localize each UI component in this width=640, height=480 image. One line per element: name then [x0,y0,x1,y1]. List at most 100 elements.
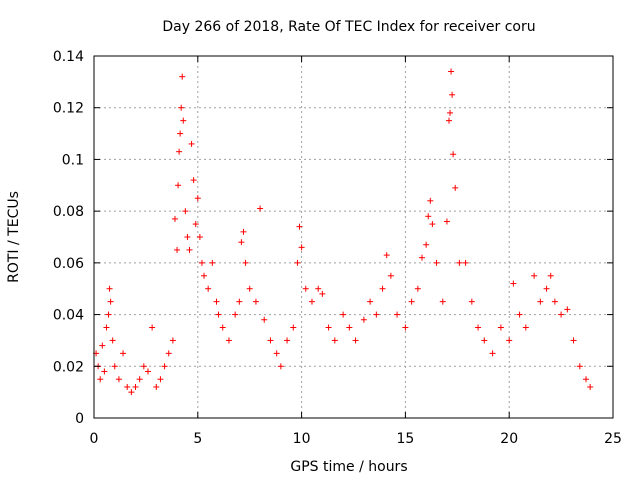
data-point [144,368,151,375]
data-point [383,252,390,259]
y-tick-label: 0 [75,411,84,427]
y-tick-label: 0.14 [53,49,84,65]
x-tick-label: 0 [90,431,99,447]
data-point [452,184,459,191]
data-point [352,337,359,344]
data-point [178,104,185,111]
data-point [171,215,178,222]
data-point [177,130,184,137]
data-point [103,324,110,331]
data-point [169,337,176,344]
y-tick-label: 0.12 [53,101,84,117]
y-tick-label: 0.1 [62,152,84,168]
y-tick-label: 0.06 [53,256,84,272]
data-point [373,311,380,318]
data-point [522,324,529,331]
grid-lines [94,56,613,418]
y-tick-label: 0.04 [53,308,84,324]
data-point [516,311,523,318]
data-point [319,290,326,297]
data-point [497,324,504,331]
data-point [506,337,513,344]
data-point [99,342,106,349]
data-point [423,241,430,248]
data-point [449,91,456,98]
x-axis-label: GPS time / hours [290,459,407,475]
data-point [448,68,455,75]
data-point [124,383,131,390]
data-point [456,259,463,266]
data-point [450,151,457,158]
data-point [180,117,187,124]
y-tick-label: 0.08 [53,204,84,220]
x-tick-label: 20 [500,431,518,447]
data-point [182,208,189,215]
data-point [115,376,122,383]
data-point [284,337,291,344]
data-point [153,383,160,390]
data-point [447,109,454,116]
data-point [261,316,268,323]
data-point [537,298,544,305]
data-point [101,368,108,375]
data-point [402,324,409,331]
data-point [360,316,367,323]
data-point [439,298,446,305]
data-point [165,350,172,357]
data-point [445,117,452,124]
data-point [238,239,245,246]
data-point [302,285,309,292]
x-tick-label: 10 [293,431,311,447]
data-point [209,259,216,266]
data-point [531,272,538,279]
data-point [551,298,558,305]
data-point [290,324,297,331]
data-point [543,285,550,292]
data-point [419,254,426,261]
data-point [298,244,305,251]
data-point [308,298,315,305]
data-point [174,246,181,253]
data-point [111,363,118,370]
data-point [246,285,253,292]
data-point [425,213,432,220]
data-point [564,306,571,313]
data-point [267,337,274,344]
data-point [379,285,386,292]
data-point [252,298,259,305]
x-tick-label: 25 [604,431,622,447]
data-point [257,205,264,212]
data-point [120,350,127,357]
data-point [468,298,475,305]
data-point [294,259,301,266]
x-axis-ticks: 0 5 10 15 20 25 [90,56,622,447]
data-point [136,376,143,383]
data-point [186,246,193,253]
data-point [408,298,415,305]
data-point [107,298,114,305]
data-point [132,383,139,390]
chart-title: Day 266 of 2018, Rate Of TEC Index for r… [162,19,535,35]
data-point [510,280,517,287]
data-point [225,337,232,344]
data-point [414,285,421,292]
data-point [215,311,222,318]
data-point [205,285,212,292]
data-point [394,311,401,318]
x-tick-label: 15 [396,431,414,447]
data-point [128,389,135,396]
data-points [93,68,594,396]
data-point [179,73,186,80]
data-point [340,311,347,318]
data-point [109,337,116,344]
data-point [188,140,195,147]
data-point [97,376,104,383]
data-point [325,324,332,331]
data-point [429,221,436,228]
data-point [427,197,434,204]
data-point [475,324,482,331]
data-point [157,376,164,383]
data-point [367,298,374,305]
data-point [196,234,203,240]
